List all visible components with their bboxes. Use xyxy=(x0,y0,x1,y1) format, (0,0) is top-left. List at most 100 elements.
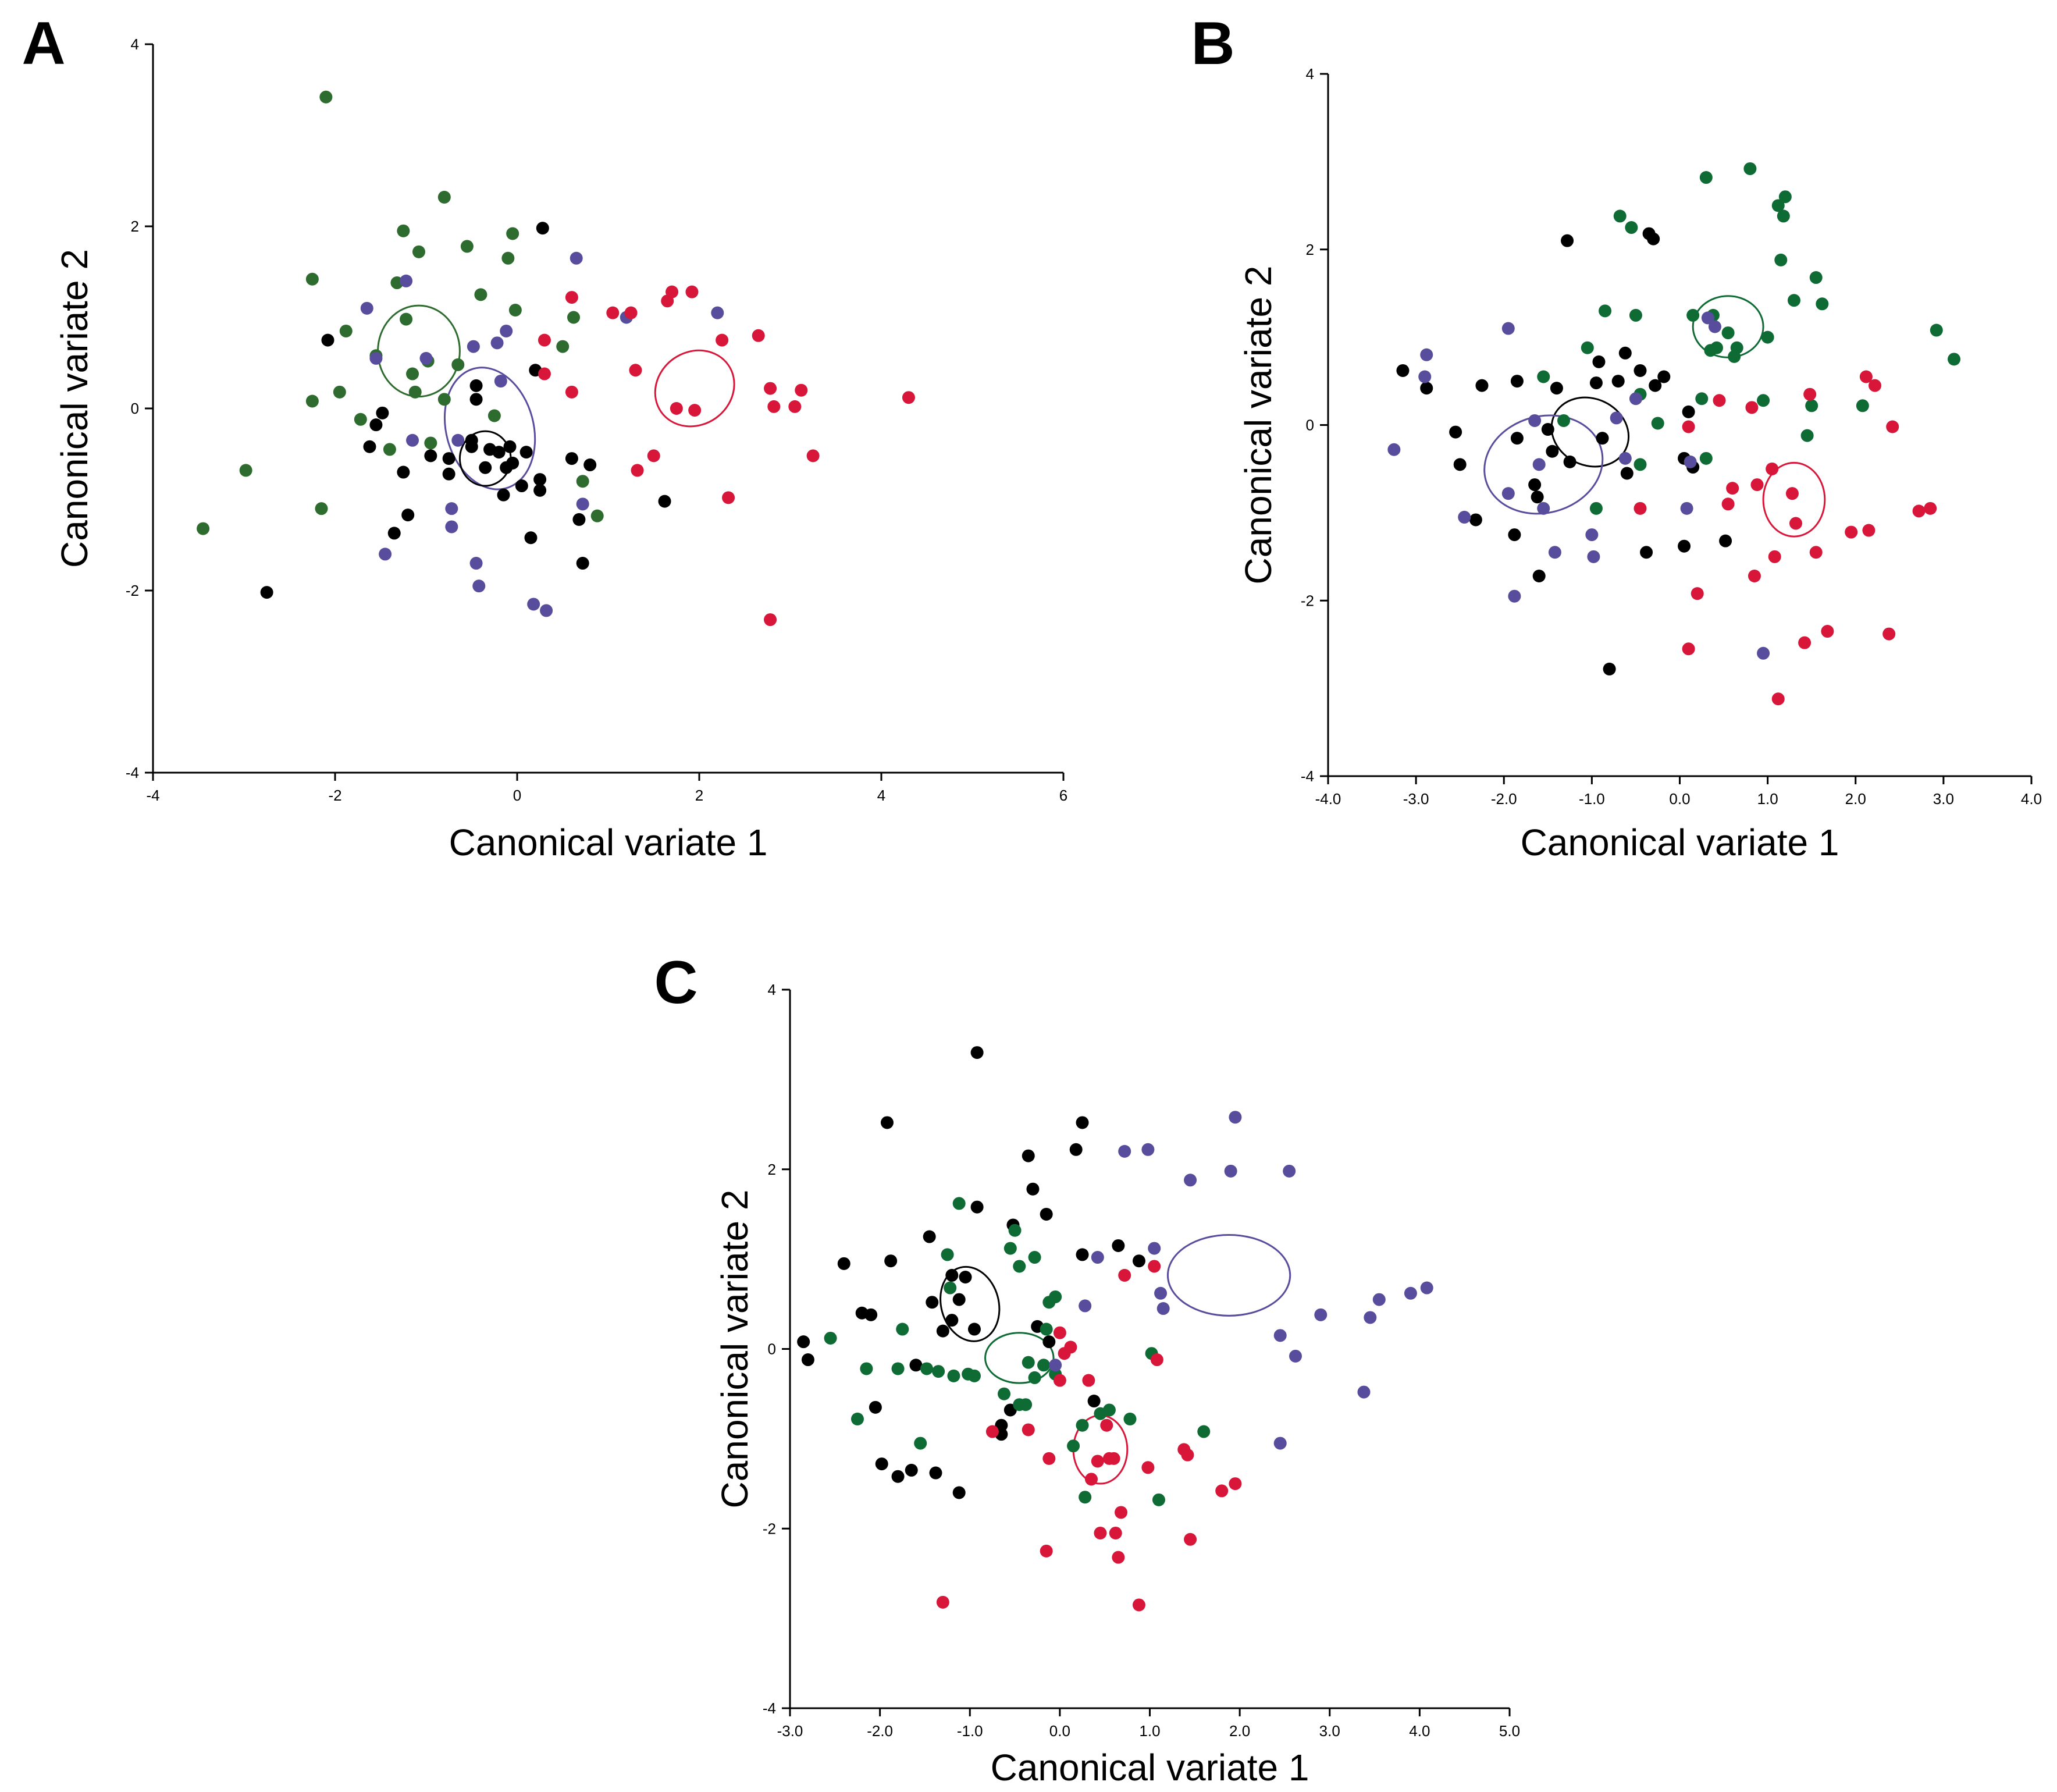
point-black-b xyxy=(1719,534,1732,547)
point-green-a xyxy=(576,475,589,488)
point-green-a xyxy=(408,385,422,399)
point-green-a xyxy=(339,324,353,337)
point-black-a xyxy=(363,440,376,453)
point-black-b xyxy=(1640,546,1653,559)
x-tick-label-b: 0.0 xyxy=(1669,790,1690,808)
point-blue-b xyxy=(1708,320,1721,333)
panel-b: B -4.0 -3.0 -2.0 -1.0 0.0 1.0 2.0 3.0 4.0 4 2 0 -2 -4 C… xyxy=(1191,10,2042,863)
point-black-a xyxy=(565,452,578,465)
point-red-a xyxy=(538,333,551,347)
point-darkgreen-c xyxy=(1152,1493,1165,1506)
point-blue-a xyxy=(445,520,458,534)
point-green-a xyxy=(239,464,252,477)
point-darkgreen-b xyxy=(1557,414,1571,427)
ellipse-black-c xyxy=(939,1265,1001,1342)
point-blue-c xyxy=(1091,1251,1104,1264)
point-darkgreen-c xyxy=(1013,1260,1026,1273)
point-black-b xyxy=(1657,370,1671,383)
point-black-a xyxy=(497,488,510,502)
x-tick-label-c: -1.0 xyxy=(957,1722,983,1740)
point-red-c xyxy=(1141,1461,1155,1474)
point-black-c xyxy=(945,1314,959,1327)
point-darkgreen-b xyxy=(1771,199,1785,212)
point-red-b xyxy=(1766,462,1779,475)
point-blue-c xyxy=(1364,1311,1377,1324)
point-green-a xyxy=(501,251,515,265)
point-darkgreen-b xyxy=(1537,370,1550,383)
point-black-b xyxy=(1611,375,1625,388)
x-tick-label-a: 2 xyxy=(695,787,703,804)
point-black-c xyxy=(1040,1207,1053,1221)
point-darkgreen-b xyxy=(1721,326,1735,340)
point-black-c xyxy=(797,1335,810,1349)
point-red-a xyxy=(688,404,702,417)
point-blue-b xyxy=(1548,546,1561,559)
x-tick-label-c: 1.0 xyxy=(1139,1722,1160,1740)
point-black-b xyxy=(1634,364,1647,377)
point-darkgreen-c xyxy=(941,1248,954,1261)
point-blue-c xyxy=(1273,1437,1287,1450)
point-black-b xyxy=(1510,375,1524,388)
x-tick-label-b: -3.0 xyxy=(1403,790,1429,808)
x-tick-label-c: 4.0 xyxy=(1409,1722,1430,1740)
point-blue-b xyxy=(1501,322,1515,335)
x-tick-label-b: 4.0 xyxy=(2021,790,2042,808)
x-tick-label-c: -3.0 xyxy=(777,1722,803,1740)
point-darkgreen-c xyxy=(967,1369,981,1382)
point-black-b xyxy=(1453,458,1467,471)
point-red-a xyxy=(629,364,642,377)
point-red-a xyxy=(764,613,777,627)
y-tick-label-a: 2 xyxy=(131,218,139,235)
point-black-a xyxy=(479,461,492,474)
point-blue-b xyxy=(1684,455,1697,468)
point-black-c xyxy=(1087,1395,1101,1408)
point-black-b xyxy=(1603,662,1616,675)
point-darkgreen-c xyxy=(998,1387,1011,1400)
point-red-a xyxy=(795,383,808,397)
point-black-c xyxy=(1069,1143,1083,1156)
point-black-a xyxy=(533,473,547,486)
x-tick-label-a: -4 xyxy=(146,787,159,804)
x-tick-label-b: 2.0 xyxy=(1845,790,1866,808)
point-black-a xyxy=(469,393,483,406)
point-black-a xyxy=(492,446,506,459)
point-black-c xyxy=(905,1463,918,1477)
ellipse-blue-c xyxy=(1166,1233,1291,1317)
point-red-b xyxy=(1771,692,1785,706)
point-red-b xyxy=(1798,636,1812,649)
point-black-b xyxy=(1531,490,1544,504)
point-red-c xyxy=(1132,1598,1145,1612)
point-blue-a xyxy=(570,251,583,265)
point-darkgreen-c xyxy=(1028,1371,1041,1384)
point-green-a xyxy=(451,358,465,371)
point-red-c xyxy=(1040,1544,1053,1558)
point-red-b xyxy=(1634,502,1647,515)
x-tick-label-b: -2.0 xyxy=(1491,790,1517,808)
point-red-c xyxy=(1112,1551,1125,1564)
point-green-a xyxy=(197,522,210,535)
x-tick-label-c: -2.0 xyxy=(867,1722,893,1740)
point-green-a xyxy=(567,311,581,324)
point-black-a xyxy=(506,456,519,470)
point-red-c xyxy=(1118,1268,1131,1282)
point-red-c xyxy=(1084,1473,1098,1486)
point-darkgreen-b xyxy=(1948,353,1961,366)
x-tick-label-c: 3.0 xyxy=(1319,1722,1340,1740)
point-green-a xyxy=(354,413,367,426)
point-blue-a xyxy=(445,502,458,515)
point-darkgreen-b xyxy=(1809,271,1823,285)
point-darkgreen-c xyxy=(1067,1439,1080,1453)
point-black-c xyxy=(936,1324,949,1338)
panel-label-a: A xyxy=(22,10,65,77)
point-black-c xyxy=(880,1116,894,1129)
point-black-b xyxy=(1396,364,1410,377)
point-black-a xyxy=(469,379,483,392)
point-black-b xyxy=(1508,528,1521,542)
x-tick-label-b: 3.0 xyxy=(1933,790,1954,808)
point-red-b xyxy=(1748,570,1761,583)
point-black-a xyxy=(572,513,586,526)
point-red-b xyxy=(1785,487,1799,500)
point-red-a xyxy=(788,400,802,413)
point-black-b xyxy=(1420,382,1433,395)
point-darkgreen-b xyxy=(1629,308,1642,322)
